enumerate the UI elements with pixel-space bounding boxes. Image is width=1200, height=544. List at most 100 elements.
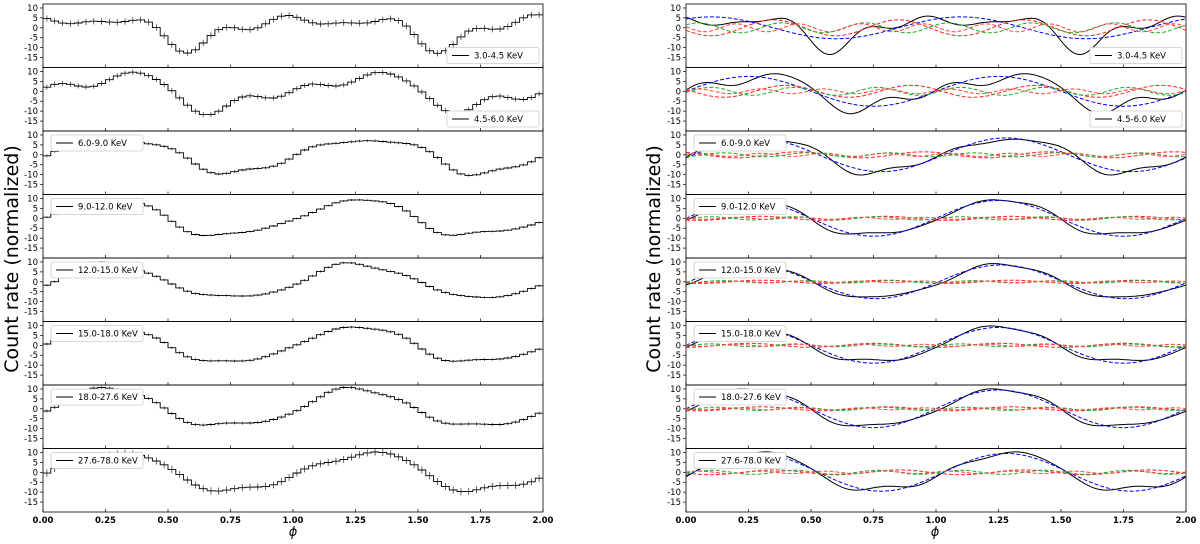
legend-label: 12.0-15.0 KeV [78, 266, 138, 276]
y-tick-label: 10 [670, 194, 681, 204]
y-tick-label: 10 [670, 258, 681, 268]
x-tick-label: 0.25 [95, 516, 116, 526]
legend-label: 3.0-4.5 KeV [1117, 52, 1166, 62]
y-tick-label: -5 [30, 351, 38, 361]
x-tick-label: 0.75 [863, 516, 884, 526]
y-tick-label: 0 [33, 151, 38, 161]
harmonic-2-curve [685, 84, 1187, 98]
y-tick-label: -15 [667, 181, 681, 191]
y-tick-label: -10 [667, 488, 681, 498]
y-tick-label: -15 [667, 244, 681, 254]
x-tick-label: 0.25 [738, 516, 759, 526]
x-tick-label: 1.75 [1113, 516, 1134, 526]
y-tick-label: -5 [30, 161, 38, 171]
harmonic-4-curve [685, 216, 1187, 220]
x-tick-label: 2.00 [1176, 516, 1197, 526]
y-tick-label: -10 [667, 234, 681, 244]
y-tick-label: 5 [33, 14, 38, 24]
y-tick-label: 5 [33, 77, 38, 87]
y-tick-label: 10 [27, 131, 38, 141]
y-axis-label-left: Count rate (normalized) [1, 145, 23, 373]
legend-box [50, 261, 144, 279]
y-tick-label: 10 [27, 385, 38, 395]
y-tick-label: 5 [676, 268, 681, 278]
y-tick-label: -5 [673, 415, 681, 425]
harmonic-1-curve [685, 75, 1187, 107]
y-tick-label: 0 [676, 87, 681, 97]
harmonic-2-curve [685, 406, 1187, 412]
y-tick-label: -15 [24, 435, 38, 445]
y-tick-label: 0 [33, 468, 38, 478]
harmonic-2-curve [685, 215, 1187, 221]
legend-box [446, 110, 540, 128]
y-tick-label: -5 [30, 97, 38, 107]
y-tick-label: -5 [30, 478, 38, 488]
y-tick-label: 0 [676, 24, 681, 34]
y-tick-label: -10 [24, 488, 38, 498]
y-tick-label: -15 [24, 244, 38, 254]
y-tick-label: -10 [24, 171, 38, 181]
y-tick-label: 0 [676, 151, 681, 161]
x-tick-label: 1.25 [345, 516, 366, 526]
x-tick-label: 1.50 [408, 516, 429, 526]
y-tick-label: 10 [27, 67, 38, 77]
legend-box [50, 325, 144, 342]
y-tick-label: 5 [33, 395, 38, 405]
y-tick-label: -15 [667, 435, 681, 445]
y-tick-label: -15 [667, 308, 681, 318]
y-tick-label: 10 [27, 448, 38, 458]
y-tick-label: -10 [24, 234, 38, 244]
harmonic-3-curve [685, 22, 1187, 34]
y-tick-label: -5 [30, 288, 38, 298]
y-tick-label: 10 [27, 194, 38, 204]
x-tick-label: 0.00 [676, 516, 697, 526]
legend-label: 3.0-4.5 KeV [474, 52, 523, 62]
x-tick-label: 0.00 [33, 516, 54, 526]
legend-box [693, 452, 787, 469]
harmonic-3-curve [686, 280, 1187, 284]
legend-label: 6.0-9.0 KeV [78, 139, 127, 149]
y-tick-label: 0 [33, 214, 38, 224]
legend-label: 12.0-15.0 KeV [721, 266, 781, 276]
x-tick-label: 1.25 [988, 516, 1009, 526]
legend-box [693, 198, 787, 215]
legend-label: 9.0-12.0 KeV [78, 203, 133, 213]
legend-label: 27.6-78.0 KeV [721, 457, 781, 467]
legend-label: 27.6-78.0 KeV [78, 457, 138, 467]
y-tick-label: 5 [33, 458, 38, 468]
legend-box [50, 452, 144, 469]
y-tick-label: -5 [673, 161, 681, 171]
legend-label: 4.5-6.0 KeV [474, 115, 523, 125]
legend-label: 4.5-6.0 KeV [1117, 115, 1166, 125]
y-tick-label: 0 [676, 214, 681, 224]
harmonic-4-curve [685, 88, 1187, 95]
x-tick-label: 0.75 [220, 516, 241, 526]
y-tick-label: -15 [667, 371, 681, 381]
y-tick-label: -10 [667, 298, 681, 308]
y-tick-label: -15 [667, 117, 681, 127]
y-tick-label: 0 [33, 87, 38, 97]
x-tick-label: 0.50 [158, 516, 179, 526]
harmonic-4-curve [685, 280, 1187, 284]
y-tick-label: -15 [24, 117, 38, 127]
legend-label: 18.0-27.6 KeV [721, 393, 781, 403]
y-tick-label: 10 [670, 4, 681, 14]
y-tick-label: 0 [33, 278, 38, 288]
y-tick-label: -5 [673, 224, 681, 234]
y-tick-label: -15 [24, 498, 38, 508]
legend-label: 15.0-18.0 KeV [721, 330, 781, 340]
y-tick-label: 10 [27, 258, 38, 268]
legend-label: 15.0-18.0 KeV [78, 330, 138, 340]
y-tick-label: -10 [24, 298, 38, 308]
y-axis-label-right: Count rate (normalized) [643, 145, 665, 373]
y-tick-label: 10 [670, 321, 681, 331]
